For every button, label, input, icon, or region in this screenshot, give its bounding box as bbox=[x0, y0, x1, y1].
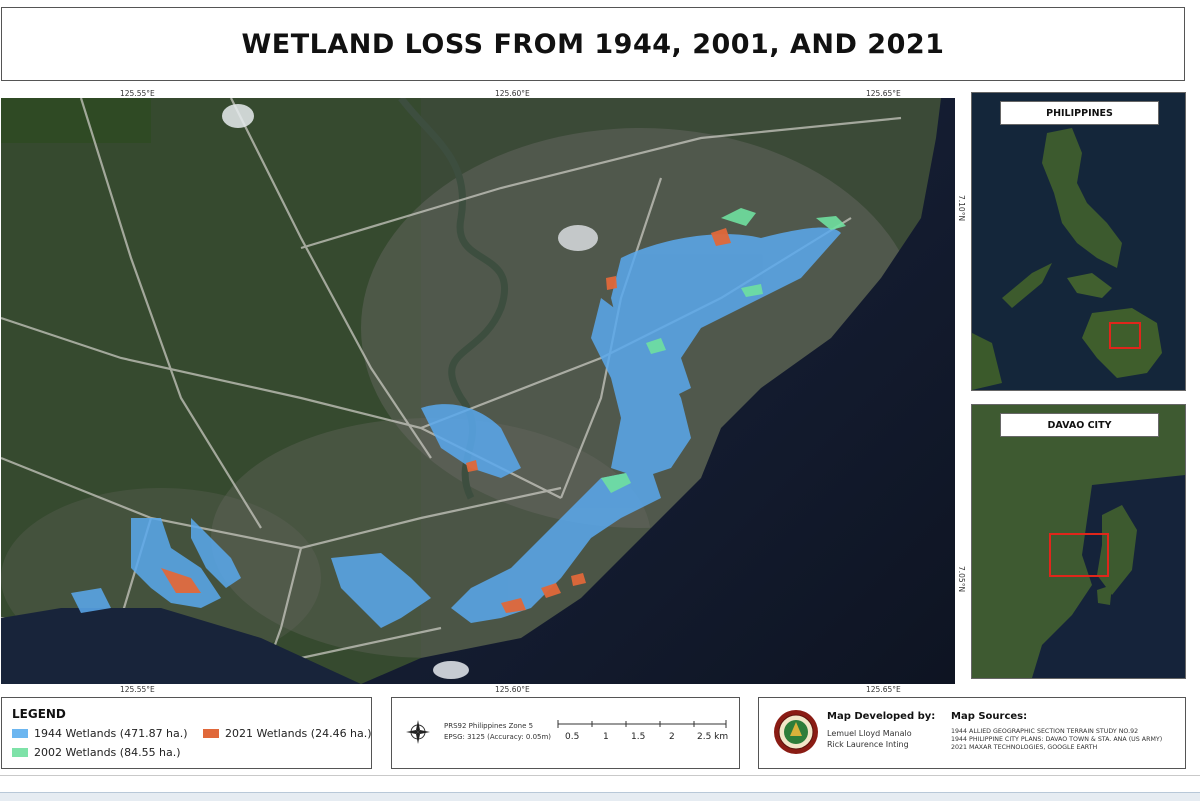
author-2: Rick Laurence Inting bbox=[827, 740, 909, 749]
divider bbox=[0, 775, 1200, 776]
projection-name: PRS92 Philippines Zone 5 bbox=[444, 722, 534, 730]
bottom-strip bbox=[0, 792, 1200, 801]
bottom-coord-3: 125.65°E bbox=[866, 685, 901, 694]
satellite-map bbox=[1, 98, 955, 684]
scale-label-1: 1 bbox=[603, 732, 609, 742]
legend-label-2021: 2021 Wetlands (24.46 ha.) bbox=[225, 727, 372, 740]
philippines-label: PHILIPPINES bbox=[1000, 101, 1159, 125]
source-1: 1944 ALLIED GEOGRAPHIC SECTION TERRAIN S… bbox=[951, 728, 1139, 735]
source-2: 1944 PHILIPPINE CITY PLANS: DAVAO TOWN &… bbox=[951, 736, 1163, 743]
author-1: Lemuel Lloyd Manalo bbox=[827, 729, 912, 738]
university-seal-icon bbox=[774, 710, 818, 754]
cloud bbox=[222, 104, 254, 128]
wetlands-1944 bbox=[71, 227, 841, 628]
davao-locator-box bbox=[1109, 322, 1141, 349]
swatch-1944 bbox=[12, 729, 28, 738]
scale-label-0-5: 0.5 bbox=[565, 732, 580, 742]
legend-item-2002: 2002 Wetlands (84.55 ha.) bbox=[12, 746, 181, 759]
scale-label-1-5: 1.5 bbox=[631, 732, 646, 742]
main-map[interactable] bbox=[1, 98, 955, 684]
scale-label-2: 2 bbox=[669, 732, 675, 742]
palawan bbox=[1002, 263, 1052, 308]
cloud bbox=[433, 661, 469, 679]
swatch-2002 bbox=[12, 748, 28, 757]
projection-epsg: EPSG: 3125 (Accuracy: 0.05m) bbox=[444, 733, 552, 741]
bottom-coord-2: 125.60°E bbox=[495, 685, 530, 694]
legend-label-1944: 1944 Wetlands (471.87 ha.) bbox=[34, 727, 188, 740]
developed-by-title: Map Developed by: bbox=[827, 711, 936, 722]
source-3: 2021 MAXAR TECHNOLOGIES, GOOGLE EARTH bbox=[951, 744, 1098, 751]
scale-panel: PRS92 Philippines Zone 5 EPSG: 3125 (Acc… bbox=[391, 697, 740, 769]
visayas bbox=[1067, 273, 1112, 298]
legend-item-2021: 2021 Wetlands (24.46 ha.) bbox=[203, 727, 372, 740]
right-coord-2: 7.05°N bbox=[957, 566, 966, 593]
swatch-2021 bbox=[203, 729, 219, 738]
sea bbox=[361, 98, 955, 684]
mindanao bbox=[1082, 308, 1162, 378]
study-area-box bbox=[1049, 533, 1109, 577]
credits-panel: Map Developed by: Lemuel Lloyd Manalo Ri… bbox=[758, 697, 1186, 769]
wetlands-2002 bbox=[601, 208, 846, 493]
scale-bar bbox=[557, 720, 727, 728]
bottom-coord-1: 125.55°E bbox=[120, 685, 155, 694]
top-coord-2: 125.60°E bbox=[495, 89, 530, 98]
top-coord-3: 125.65°E bbox=[866, 89, 901, 98]
inset-philippines: PHILIPPINES bbox=[971, 92, 1186, 391]
right-coord-1: 7.10°N bbox=[957, 195, 966, 222]
top-coord-1: 125.55°E bbox=[120, 89, 155, 98]
legend-title: LEGEND bbox=[12, 707, 66, 721]
map-title: WETLAND LOSS FROM 1944, 2001, AND 2021 bbox=[241, 28, 945, 60]
inset-davao: DAVAO CITY bbox=[971, 404, 1186, 679]
cloud bbox=[558, 225, 598, 251]
title-box: WETLAND LOSS FROM 1944, 2001, AND 2021 bbox=[1, 7, 1185, 81]
luzon bbox=[1042, 128, 1122, 268]
legend-label-2002: 2002 Wetlands (84.55 ha.) bbox=[34, 746, 181, 759]
bay bbox=[1, 608, 361, 684]
wetlands-2021 bbox=[161, 228, 731, 613]
philippines-inset-map bbox=[972, 93, 1185, 390]
scale-label-2-5: 2.5 km bbox=[697, 732, 729, 742]
legend-panel: LEGEND 1944 Wetlands (471.87 ha.) 2002 W… bbox=[1, 697, 372, 769]
north-arrow-icon bbox=[406, 720, 430, 744]
sources-title: Map Sources: bbox=[951, 711, 1028, 722]
davao-inset-map bbox=[972, 405, 1185, 678]
davao-city-label: DAVAO CITY bbox=[1000, 413, 1159, 437]
legend-item-1944: 1944 Wetlands (471.87 ha.) bbox=[12, 727, 188, 740]
